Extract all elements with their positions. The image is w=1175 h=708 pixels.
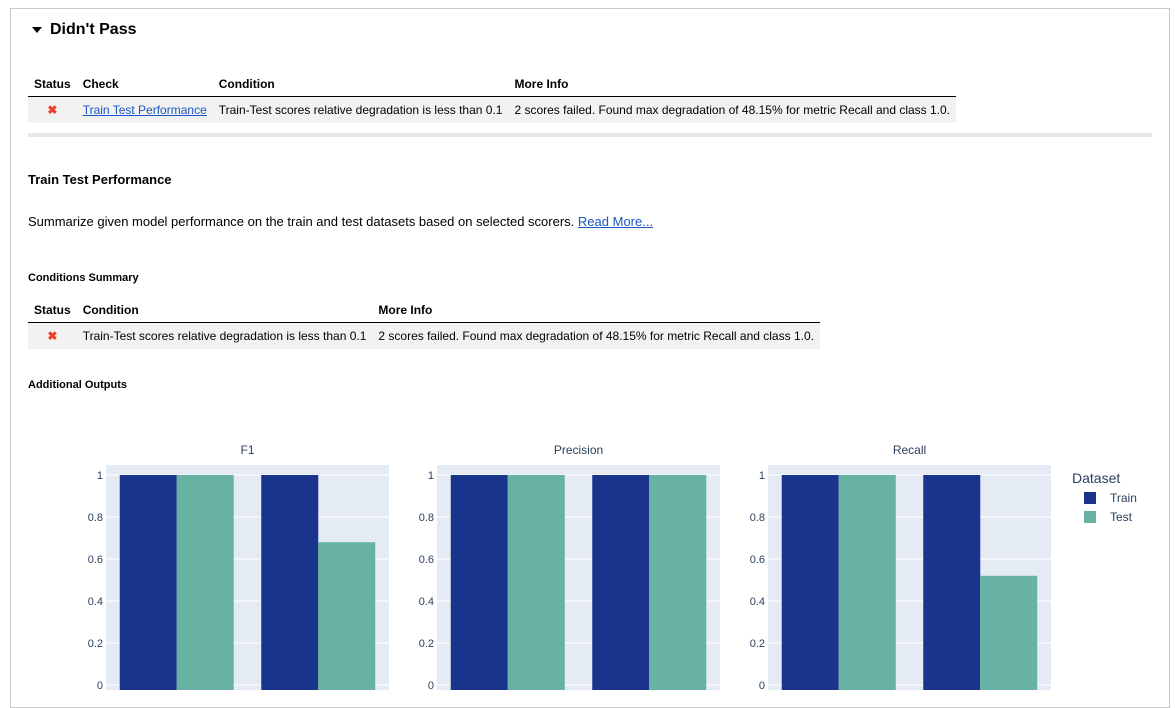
fail-icon: ✖ [47, 103, 58, 117]
results-table: Status Check Condition More Info ✖ Train… [28, 72, 957, 123]
table-row: ✖ Train-Test scores relative degradation… [28, 322, 820, 349]
bar-test [176, 475, 234, 690]
y-tick-label: 0.8 [88, 512, 103, 524]
y-tick-label: 0.4 [88, 596, 103, 608]
header-status: Status [28, 72, 77, 97]
bar-train [261, 475, 319, 690]
bar-test [318, 542, 376, 690]
caret-down-icon [32, 27, 42, 33]
conditions-summary-heading: Conditions Summary [28, 272, 139, 284]
legend-entry: Test [1110, 510, 1133, 524]
y-tick-label: 1 [759, 470, 765, 482]
legend-swatch [1084, 511, 1096, 523]
bar-train [592, 475, 650, 690]
y-tick-label: 0.6 [88, 554, 103, 566]
y-tick-label: 1 [428, 470, 434, 482]
check-link[interactable]: Train Test Performance [82, 103, 207, 117]
check-summary: Summarize given model performance on the… [28, 214, 653, 229]
legend-swatch [1084, 492, 1096, 504]
y-tick-label: 0.4 [750, 596, 765, 608]
y-tick-label: 0.4 [419, 596, 434, 608]
y-tick-label: 0.2 [88, 638, 103, 650]
header-condition: Condition [76, 298, 373, 323]
more-info-cell: 2 scores failed. Found max degradation o… [372, 322, 820, 349]
bar-train [781, 475, 839, 690]
panel-title: Recall [893, 443, 926, 457]
bar-test [980, 575, 1038, 690]
y-tick-label: 0.8 [750, 512, 765, 524]
y-tick-label: 0 [97, 680, 103, 690]
section-toggle[interactable]: Didn't Pass [32, 21, 137, 39]
panel-title: F1 [240, 443, 254, 457]
y-tick-label: 0 [759, 680, 765, 690]
more-info-cell: 2 scores failed. Found max degradation o… [508, 96, 957, 123]
section-title: Didn't Pass [50, 21, 137, 38]
divider [28, 133, 1152, 137]
y-tick-label: 0.8 [419, 512, 434, 524]
table-row: ✖ Train Test Performance Train-Test scor… [28, 96, 957, 123]
header-more-info: More Info [508, 72, 957, 97]
y-tick-label: 0 [428, 680, 434, 690]
y-tick-label: 0.6 [750, 554, 765, 566]
panel-title: Precision [554, 443, 603, 457]
header-more-info: More Info [372, 298, 820, 323]
header-check: Check [76, 72, 213, 97]
bar-train [119, 475, 177, 690]
check-title: Train Test Performance [28, 172, 172, 187]
legend-title: Dataset [1072, 470, 1120, 486]
bar-train [923, 475, 981, 690]
legend-entry: Train [1110, 491, 1137, 505]
bar-test [507, 475, 565, 690]
condition-cell: Train-Test scores relative degradation i… [76, 322, 373, 349]
header-condition: Condition [212, 72, 509, 97]
conditions-table: Status Condition More Info ✖ Train-Test … [28, 298, 820, 349]
y-tick-label: 0.2 [419, 638, 434, 650]
header-status: Status [28, 298, 77, 323]
y-tick-label: 1 [97, 470, 103, 482]
bar-train [450, 475, 508, 690]
y-tick-label: 0.2 [750, 638, 765, 650]
summary-text: Summarize given model performance on the… [28, 214, 575, 229]
condition-cell: Train-Test scores relative degradation i… [212, 96, 509, 123]
fail-icon: ✖ [47, 329, 58, 343]
performance-chart: 0 0.2 0.4 0.6 0.8 1 F1 0 0.2 0.4 0.6 0.8 1 Precision 0… [88, 443, 1137, 690]
additional-outputs-heading: Additional Outputs [28, 379, 127, 391]
bar-test [649, 475, 707, 690]
y-tick-label: 0.6 [419, 554, 434, 566]
read-more-link[interactable]: Read More... [577, 214, 654, 229]
bar-test [838, 475, 896, 690]
